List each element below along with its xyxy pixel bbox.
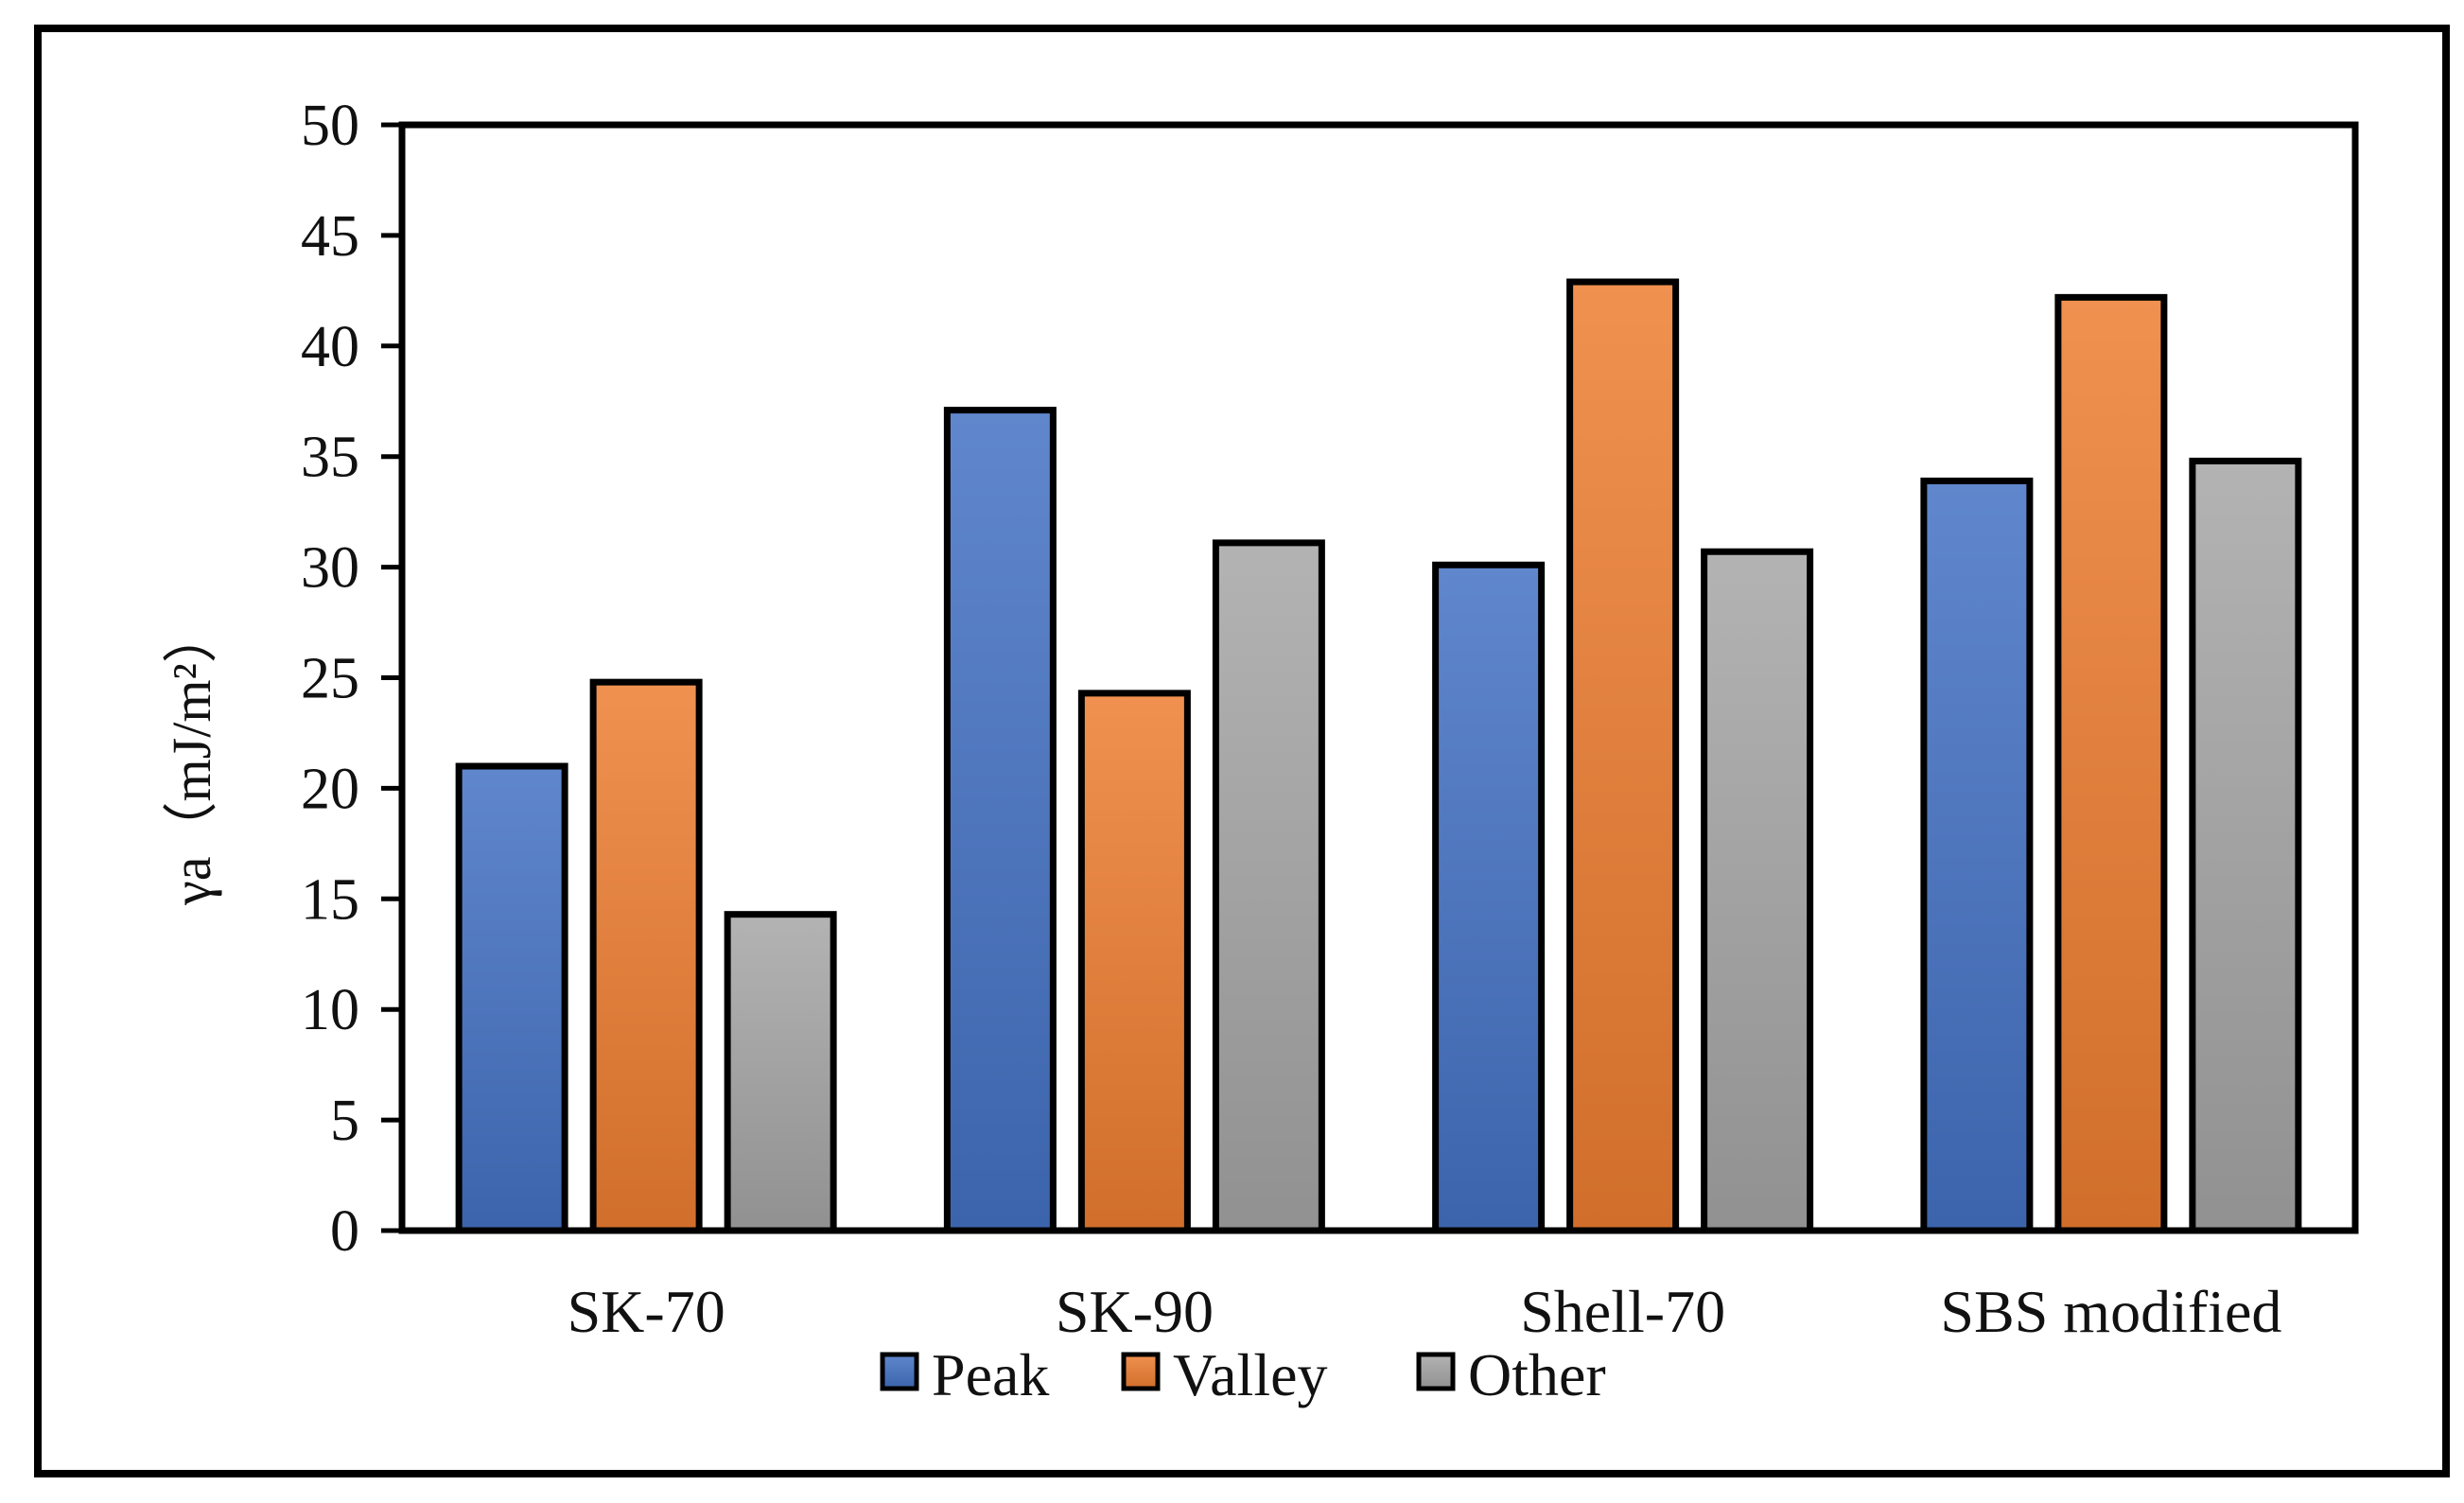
legend-label-peak: Peak	[932, 1341, 1049, 1408]
y-tick-label: 5	[330, 1089, 359, 1153]
x-tick-label: SK-90	[1056, 1278, 1214, 1345]
legend-swatch-valley	[1121, 1352, 1161, 1391]
y-tick-label: 20	[301, 757, 359, 821]
y-tick-label: 40	[301, 315, 359, 379]
x-axis: SK-70 SK-90 Shell-70 SBS modified	[568, 1278, 2282, 1345]
y-tick-label: 45	[301, 204, 359, 269]
bar-other-sk-90	[1212, 539, 1325, 1234]
y-tick-label: 35	[301, 426, 359, 490]
bar-peak-sk-90	[943, 407, 1057, 1234]
legend-label-other: Other	[1468, 1341, 1606, 1408]
bar-other-sbs-modified	[2189, 457, 2302, 1234]
y-tick-label: 0	[330, 1199, 359, 1264]
bars-group	[455, 278, 2302, 1234]
y-tick-label: 50	[301, 94, 359, 158]
x-tick-label: SBS modified	[1940, 1278, 2281, 1345]
y-axis-title: γa（mJ/m²）	[161, 608, 222, 906]
legend-swatch-peak	[880, 1352, 919, 1391]
bar-valley-sbs-modified	[2054, 293, 2168, 1234]
plot-area-border	[398, 121, 2359, 1234]
x-tick-label: SK-70	[568, 1278, 725, 1345]
bar-valley-shell-70	[1566, 278, 1680, 1234]
bar-peak-shell-70	[1432, 561, 1546, 1234]
legend-label-valley: Valley	[1173, 1341, 1328, 1408]
bar-peak-sk-70	[455, 762, 568, 1234]
y-tick-label: 10	[301, 978, 359, 1042]
bar-other-sk-70	[724, 911, 837, 1234]
y-tick-label: 25	[301, 647, 359, 711]
y-axis: 0 5 10 15 20 25 30 35 40 45 50	[301, 94, 402, 1264]
legend-swatch-other	[1416, 1352, 1456, 1391]
bar-valley-sk-70	[589, 678, 703, 1234]
x-tick-label: Shell-70	[1520, 1278, 1725, 1345]
y-tick-label: 15	[301, 867, 359, 932]
legend: Peak Valley Other	[880, 1341, 1606, 1408]
bar-peak-sbs-modified	[1920, 477, 2034, 1234]
bar-valley-sk-90	[1077, 690, 1191, 1234]
bar-other-shell-70	[1701, 548, 1814, 1234]
y-tick-label: 30	[301, 536, 359, 601]
